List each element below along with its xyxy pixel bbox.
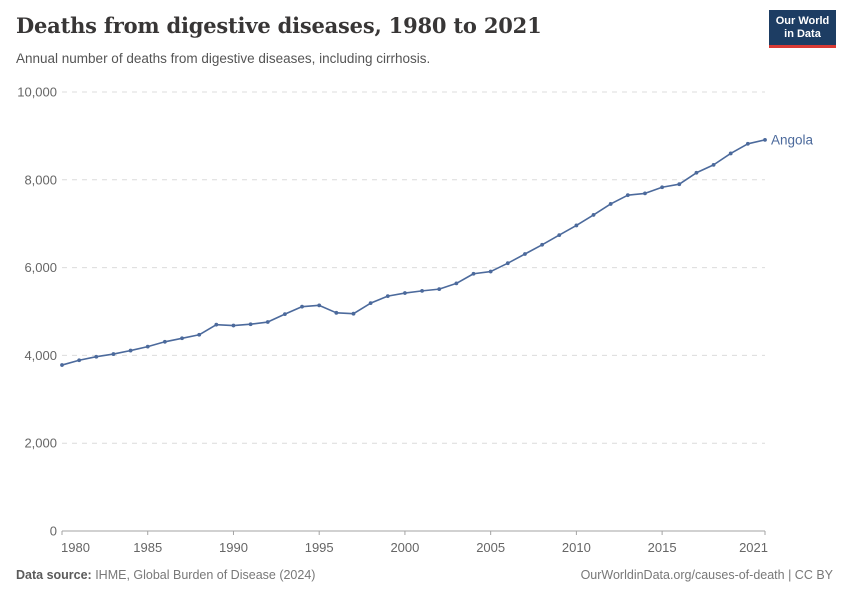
data-point xyxy=(677,182,682,187)
data-point xyxy=(488,269,493,274)
data-point xyxy=(591,213,596,217)
data-point xyxy=(625,193,630,198)
data-point xyxy=(557,233,562,238)
y-tick-label: 2,000 xyxy=(24,436,57,451)
data-source-label: Data source: xyxy=(16,568,92,582)
x-tick-label: 1990 xyxy=(219,540,248,555)
y-tick-label: 0 xyxy=(50,524,57,539)
data-source: Data source: IHME, Global Burden of Dise… xyxy=(16,568,315,582)
data-point xyxy=(540,242,544,247)
y-tick-label: 8,000 xyxy=(24,172,57,187)
logo-text-line2: in Data xyxy=(784,27,821,40)
credit-link[interactable]: OurWorldinData.org/causes-of-death | CC … xyxy=(580,568,833,582)
chart-subtitle: Annual number of deaths from digestive d… xyxy=(16,51,431,66)
data-point xyxy=(608,202,613,206)
y-tick-label: 6,000 xyxy=(24,260,57,275)
data-point xyxy=(454,281,459,286)
owid-logo[interactable]: Our World in Data xyxy=(769,10,836,48)
x-tick-label: 2005 xyxy=(476,540,505,555)
x-tick-label: 1985 xyxy=(133,540,162,555)
x-tick-label: 2000 xyxy=(390,540,419,555)
data-point xyxy=(77,358,82,363)
data-point xyxy=(300,304,304,309)
data-point xyxy=(763,137,767,142)
data-point xyxy=(574,223,579,228)
y-tick-label: 10,000 xyxy=(17,85,57,100)
data-point xyxy=(94,354,99,359)
data-point xyxy=(505,261,510,266)
data-point xyxy=(265,320,270,324)
data-point xyxy=(60,363,64,367)
logo-text-line1: Our World xyxy=(775,14,830,27)
data-point xyxy=(437,287,442,292)
entity-label: Angola xyxy=(771,132,814,147)
data-point xyxy=(368,301,373,306)
x-tick-label: 2021 xyxy=(739,540,768,555)
data-point xyxy=(523,252,527,256)
data-point xyxy=(660,185,665,190)
page-title: Deaths from digestive diseases, 1980 to … xyxy=(16,13,542,38)
x-tick-label: 2015 xyxy=(648,540,677,555)
data-point xyxy=(248,322,253,327)
data-point xyxy=(214,322,219,327)
y-tick-label: 4,000 xyxy=(24,348,57,363)
data-point xyxy=(385,294,390,299)
x-tick-label: 1980 xyxy=(61,540,90,555)
data-point xyxy=(283,312,287,317)
data-line xyxy=(61,139,766,366)
data-point xyxy=(145,344,150,349)
data-point xyxy=(728,151,733,156)
data-point xyxy=(745,141,750,146)
data-point xyxy=(317,303,322,308)
data-point xyxy=(471,271,476,276)
data-point xyxy=(420,288,424,293)
x-tick-label: 2010 xyxy=(562,540,591,555)
data-point xyxy=(351,311,356,316)
data-point xyxy=(197,332,202,337)
data-point xyxy=(162,339,167,344)
data-point xyxy=(694,170,699,175)
data-point xyxy=(711,162,716,167)
data-point xyxy=(334,310,339,315)
data-point xyxy=(180,336,184,341)
data-point xyxy=(643,191,647,196)
data-source-value: IHME, Global Burden of Disease (2024) xyxy=(91,568,316,582)
data-point xyxy=(403,291,407,295)
data-point xyxy=(231,323,236,328)
data-point xyxy=(111,352,116,356)
data-point xyxy=(128,348,133,353)
x-tick-label: 1995 xyxy=(305,540,334,555)
